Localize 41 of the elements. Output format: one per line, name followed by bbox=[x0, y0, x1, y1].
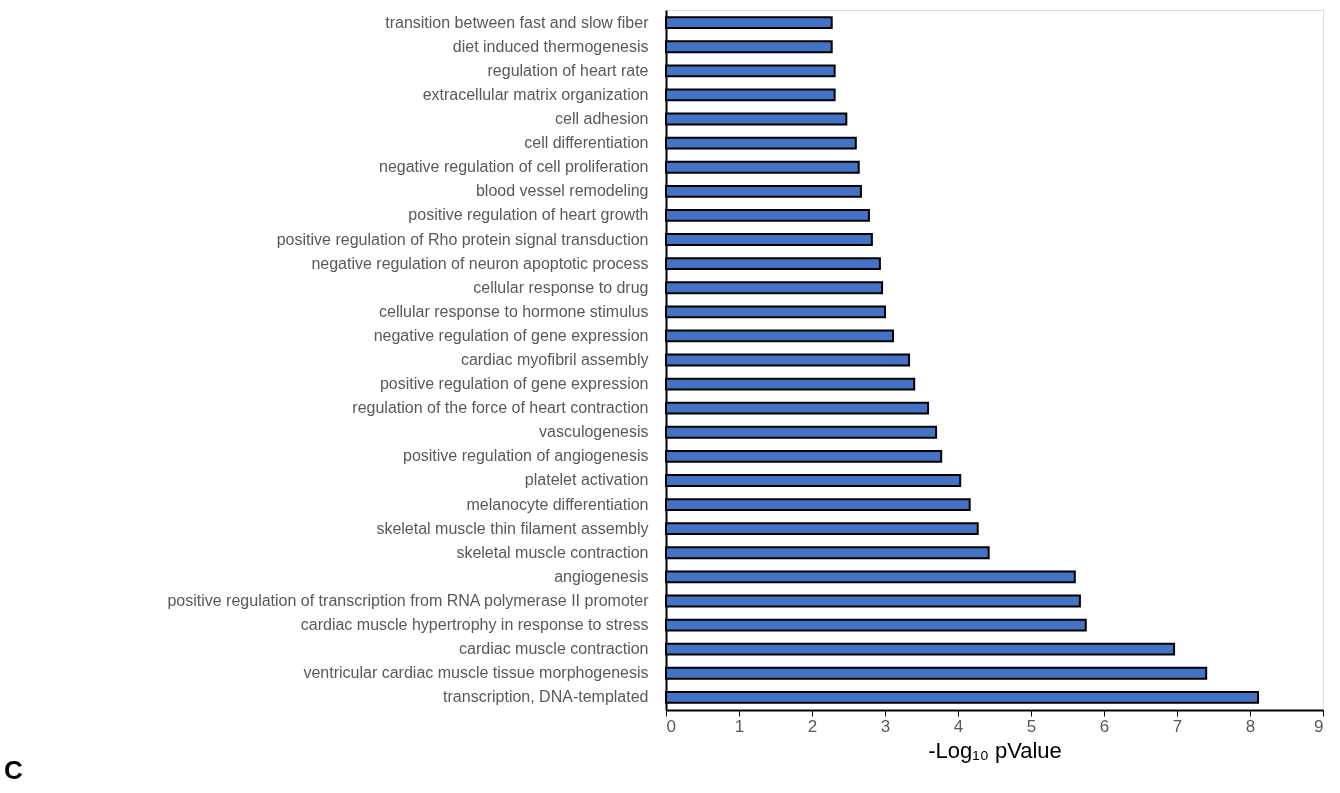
y-tick-label: positive regulation of heart growth bbox=[408, 206, 649, 224]
x-tick-label: 4 bbox=[953, 716, 964, 736]
x-axis-title: -Log₁₀ pValue bbox=[928, 737, 1062, 763]
y-tick-label: vasculogenesis bbox=[539, 423, 649, 441]
y-tick-label: melanocyte differentiation bbox=[466, 495, 649, 513]
y-tick-label: positive regulation of Rho protein signal transduction bbox=[276, 230, 649, 248]
y-tick-label: angiogenesis bbox=[554, 567, 649, 585]
y-tick-label: regulation of heart rate bbox=[487, 61, 649, 79]
x-tick-label: 6 bbox=[1099, 716, 1110, 736]
y-tick-label: transition between fast and slow fiber bbox=[385, 13, 650, 31]
x-tick-label: 8 bbox=[1245, 716, 1256, 736]
y-tick-label: positive regulation of transcription from RNA polymerase II promoter bbox=[167, 591, 650, 609]
y-tick-label: negative regulation of neuron apoptotic process bbox=[311, 254, 649, 272]
x-tick-label: 7 bbox=[1172, 716, 1183, 736]
y-tick-label: cellular response to hormone stimulus bbox=[379, 302, 649, 320]
x-tick-label: 9 bbox=[1314, 716, 1324, 736]
x-tick-label: 2 bbox=[807, 716, 818, 736]
x-tick-label: 3 bbox=[880, 716, 891, 736]
y-tick-label: cardiac muscle hypertrophy in response to stress bbox=[300, 616, 649, 634]
y-tick-label: cardiac myofibril assembly bbox=[460, 351, 649, 368]
y-tick-label: skeletal muscle thin filament assembly bbox=[376, 519, 649, 537]
y-tick-label: cell differentiation bbox=[524, 134, 649, 152]
x-tick-label: 0 bbox=[666, 716, 676, 736]
y-tick-label: regulation of the force of heart contraction bbox=[352, 399, 649, 417]
y-tick-label: positive regulation of angiogenesis bbox=[403, 447, 649, 465]
y-tick-label: platelet activation bbox=[524, 471, 649, 489]
y-tick-label: cellular response to drug bbox=[473, 278, 649, 296]
x-tick-label: 1 bbox=[734, 716, 745, 736]
y-tick-label: transcription, DNA-templated bbox=[443, 688, 649, 706]
y-tick-label: negative regulation of cell proliferation bbox=[379, 158, 649, 176]
y-tick-label: blood vessel remodeling bbox=[475, 182, 649, 200]
y-tick-label: skeletal muscle contraction bbox=[456, 543, 649, 561]
y-tick-label: extracellular matrix organization bbox=[422, 85, 649, 103]
y-tick-label: positive regulation of gene expression bbox=[379, 375, 649, 393]
y-tick-label: cell adhesion bbox=[555, 110, 649, 128]
y-tick-label: negative regulation of gene expression bbox=[373, 326, 649, 344]
y-tick-label: diet induced thermogenesis bbox=[452, 37, 649, 55]
x-tick-label: 5 bbox=[1026, 716, 1037, 736]
text: C bbox=[4, 755, 23, 785]
y-tick-label: ventricular cardiac muscle tissue morphogenesis bbox=[303, 664, 649, 682]
y-tick-label: cardiac muscle contraction bbox=[459, 640, 649, 658]
